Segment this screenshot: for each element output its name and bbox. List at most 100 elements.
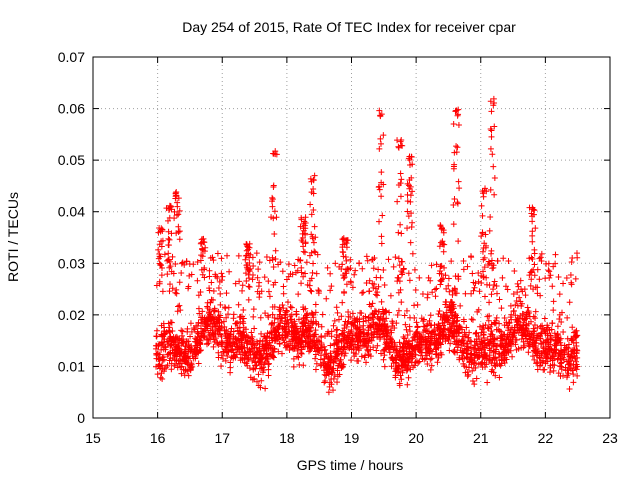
data-point [531, 328, 538, 335]
data-point [452, 311, 459, 318]
data-point [469, 377, 476, 384]
data-point [159, 265, 166, 272]
data-point [307, 287, 314, 294]
data-point [564, 358, 571, 365]
data-point [255, 382, 262, 389]
data-point [409, 161, 416, 168]
data-point [348, 357, 355, 364]
data-point [211, 305, 218, 312]
data-point [334, 373, 341, 380]
data-point [244, 362, 251, 369]
data-point [407, 239, 414, 246]
data-point [536, 332, 543, 339]
data-point [297, 350, 304, 357]
data-point [161, 365, 168, 372]
data-point [322, 351, 329, 358]
data-point [488, 108, 495, 115]
data-point [475, 353, 482, 360]
data-point [303, 326, 310, 333]
data-point [254, 288, 261, 295]
data-point [432, 286, 439, 293]
data-point [406, 328, 413, 335]
data-point [529, 218, 536, 225]
data-point [487, 125, 494, 132]
data-point [399, 361, 406, 368]
data-point [372, 291, 379, 298]
data-point [378, 179, 385, 186]
data-point [432, 293, 439, 300]
data-point [337, 357, 344, 364]
data-point [280, 290, 287, 297]
data-point [161, 328, 168, 335]
data-point [168, 342, 175, 349]
data-point [516, 294, 523, 301]
data-point [484, 379, 491, 386]
data-point [479, 230, 486, 237]
data-point [418, 342, 425, 349]
data-point [371, 310, 378, 317]
data-point [505, 336, 512, 343]
data-point [522, 292, 529, 299]
data-point [294, 347, 301, 354]
data-point [264, 312, 271, 319]
data-point [302, 270, 309, 277]
data-point [426, 317, 433, 324]
data-point [270, 182, 277, 189]
data-point [354, 357, 361, 364]
data-point [242, 326, 249, 333]
data-point [257, 314, 264, 321]
data-point [504, 286, 511, 293]
data-points [152, 95, 581, 396]
data-point [243, 241, 250, 248]
data-point [404, 355, 411, 362]
data-point [557, 335, 564, 342]
data-point [227, 359, 234, 366]
data-point [522, 315, 529, 322]
data-point [176, 228, 183, 235]
data-point [366, 336, 373, 343]
data-point [511, 267, 518, 274]
data-point [552, 337, 559, 344]
data-point [454, 144, 461, 151]
data-point [425, 274, 432, 281]
data-point [491, 340, 498, 347]
data-point [436, 308, 443, 315]
data-point [253, 338, 260, 345]
data-point [485, 317, 492, 324]
data-point [176, 342, 183, 349]
data-point [452, 286, 459, 293]
data-point [381, 363, 388, 370]
data-point [375, 266, 382, 273]
data-point [266, 330, 273, 337]
data-point [397, 354, 404, 361]
data-point [568, 357, 575, 364]
data-point [302, 249, 309, 256]
data-point [471, 284, 478, 291]
data-point [370, 265, 377, 272]
data-point [222, 332, 229, 339]
data-point [528, 254, 535, 261]
data-point [245, 283, 252, 290]
data-point [185, 343, 192, 350]
data-point [499, 274, 506, 281]
data-point [446, 288, 453, 295]
data-point [455, 238, 462, 245]
data-point [187, 366, 194, 373]
data-point [399, 258, 406, 265]
data-point [268, 320, 275, 327]
data-point [398, 268, 405, 275]
data-point [307, 175, 314, 182]
data-point [450, 303, 457, 310]
data-point [395, 366, 402, 373]
data-point [326, 383, 333, 390]
data-point [547, 369, 554, 376]
data-point [194, 277, 201, 284]
data-point [518, 325, 525, 332]
data-point [348, 343, 355, 350]
data-point [490, 286, 497, 293]
data-point [555, 274, 562, 281]
data-point [464, 355, 471, 362]
data-point [468, 254, 475, 261]
data-point [530, 206, 537, 213]
data-point [482, 231, 489, 238]
